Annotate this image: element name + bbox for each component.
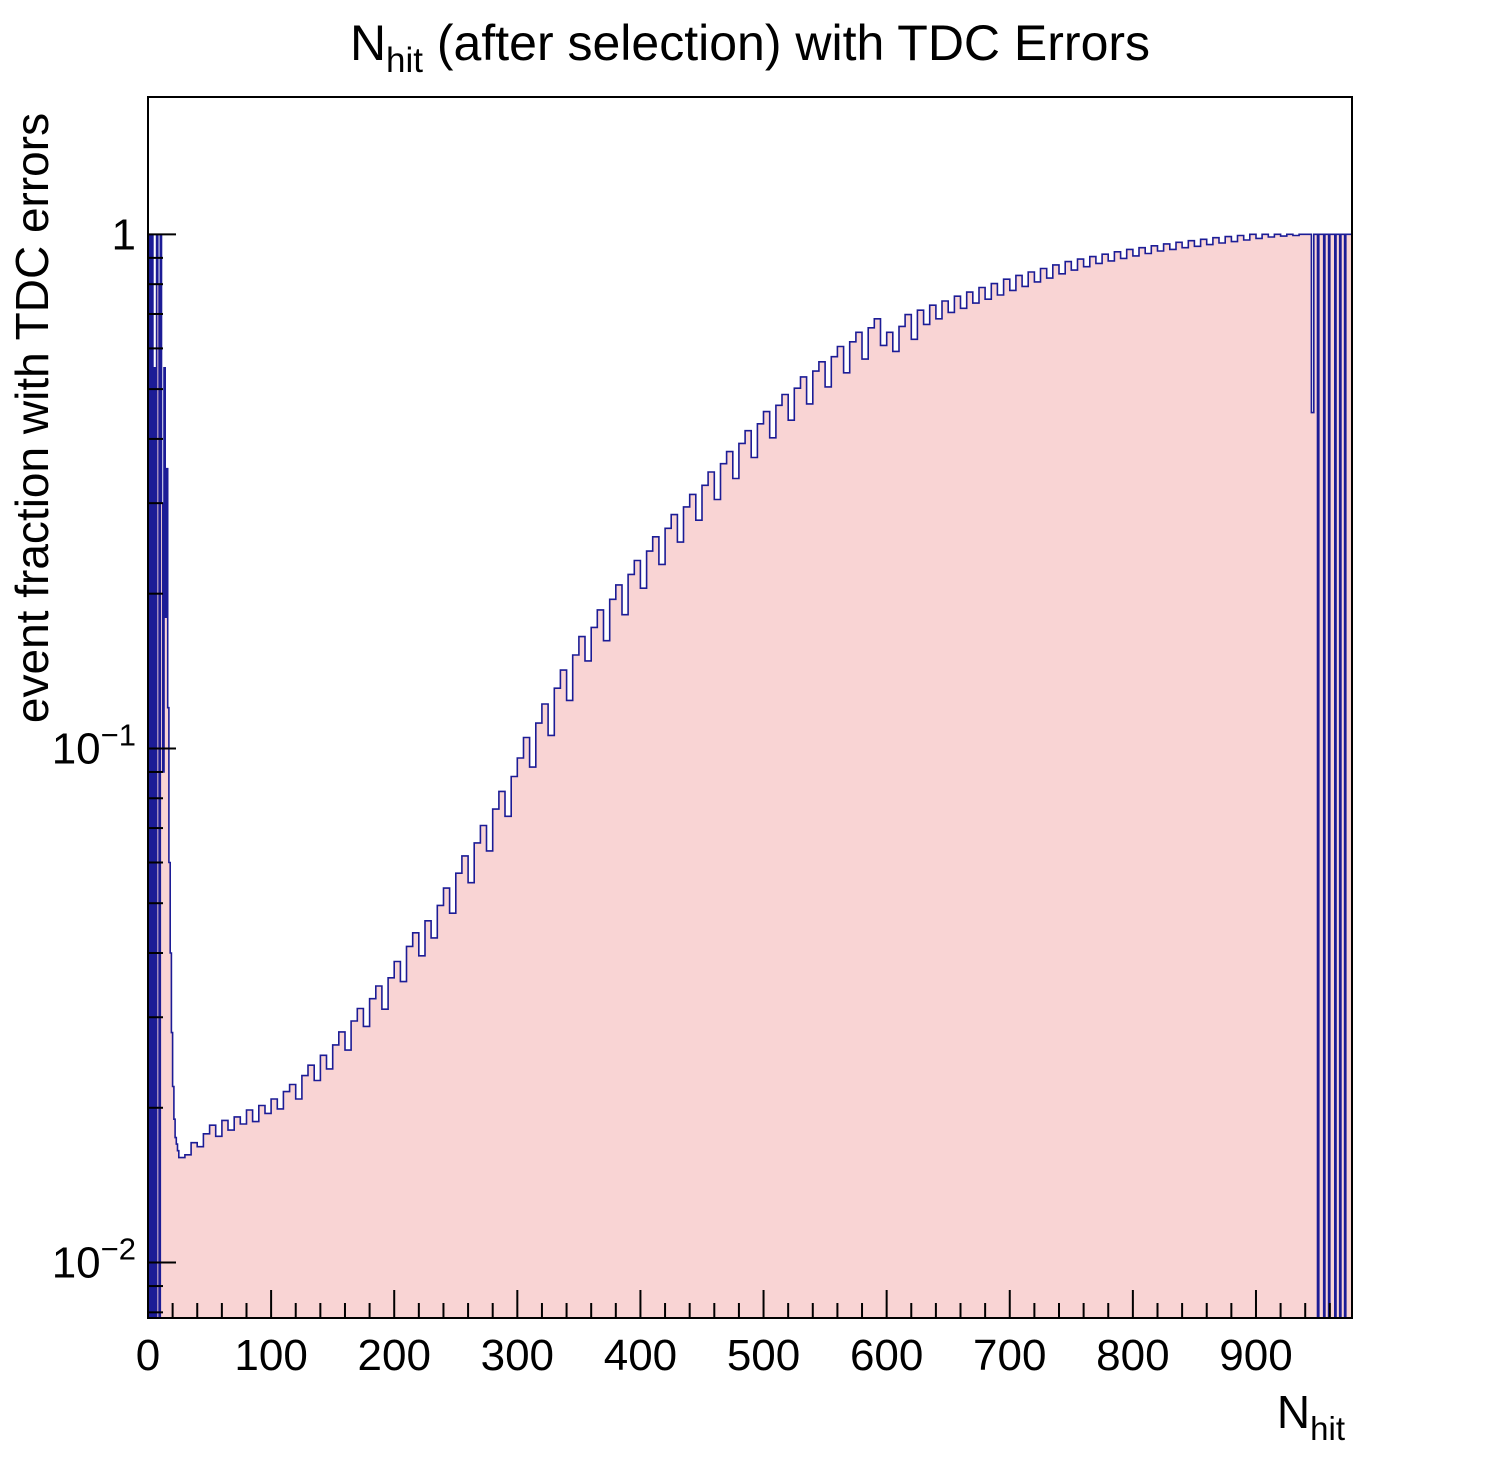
x-tick-label: 900 <box>1219 1331 1292 1380</box>
x-tick-label: 100 <box>234 1331 307 1380</box>
y-tick-label: 1 <box>112 210 136 259</box>
x-tick-label: 500 <box>727 1331 800 1380</box>
series-fill <box>149 234 1353 1318</box>
x-tick-label: 700 <box>973 1331 1046 1380</box>
x-axis-title: Nhit <box>1277 1386 1345 1447</box>
x-tick-label: 0 <box>136 1331 160 1380</box>
x-tick-label: 200 <box>358 1331 431 1380</box>
chart-title: Nhit (after selection) with TDC Errors <box>350 15 1150 80</box>
x-tick-label: 400 <box>604 1331 677 1380</box>
y-tick-label: 10−1 <box>52 717 136 773</box>
x-tick-label: 300 <box>481 1331 554 1380</box>
y-axis-title: event fraction with TDC errors <box>6 113 58 723</box>
x-tick-label: 600 <box>850 1331 923 1380</box>
x-tick-label: 800 <box>1096 1331 1169 1380</box>
y-tick-label: 10−2 <box>52 1232 136 1288</box>
series-outline <box>148 233 1353 1319</box>
plot-frame <box>147 96 1353 1319</box>
